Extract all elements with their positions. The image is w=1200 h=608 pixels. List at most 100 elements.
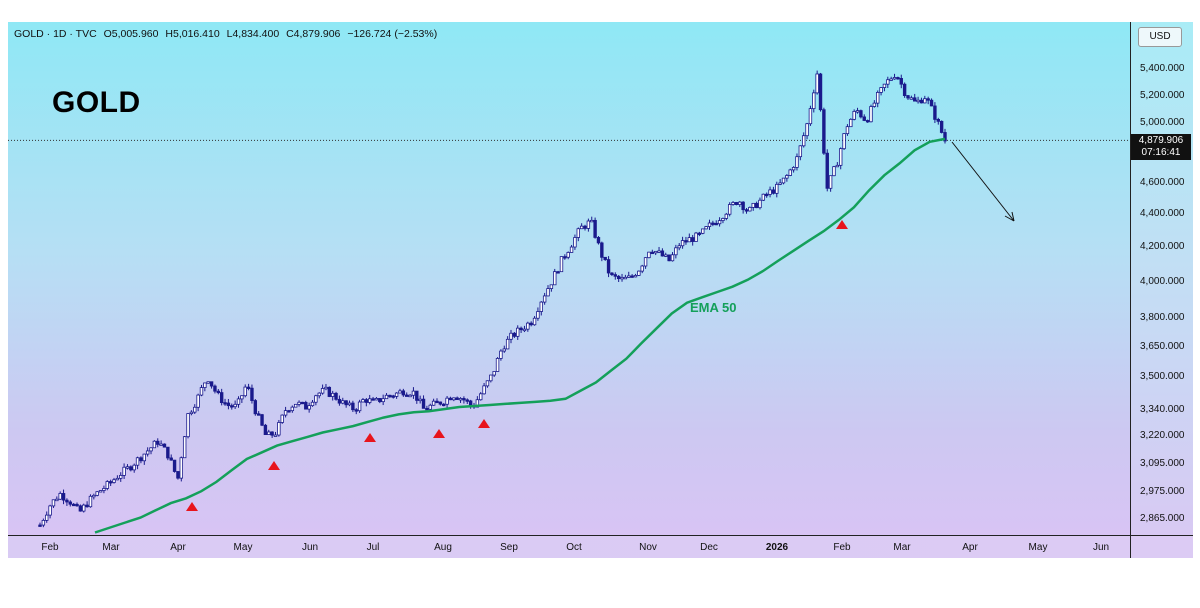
candle-body: [714, 222, 718, 226]
candle-body: [532, 317, 537, 326]
candle-body: [82, 504, 86, 512]
candle-body: [839, 148, 843, 166]
candle-body: [842, 133, 846, 150]
candle-body: [778, 182, 782, 185]
candle-body: [203, 382, 207, 388]
legend-open: O5,005.960: [103, 28, 159, 40]
last-price-tag: 4,879.906 07:16:41: [1131, 134, 1191, 160]
candle-body: [465, 399, 469, 402]
legend-symbol[interactable]: GOLD · 1D · TVC: [14, 28, 97, 40]
candle-body: [438, 401, 443, 405]
currency-selector[interactable]: USD: [1138, 27, 1182, 47]
candle-body: [408, 394, 412, 398]
candle-body: [519, 327, 523, 331]
support-marker-5: [836, 220, 848, 229]
candle-body: [845, 126, 850, 135]
candle-body: [509, 332, 513, 340]
candle-body: [95, 491, 99, 496]
candle-body: [351, 402, 355, 411]
candle-body: [879, 87, 883, 93]
time-scale[interactable]: [8, 535, 1130, 558]
candle-body: [640, 265, 644, 272]
candle-body: [664, 254, 668, 257]
candle-body: [822, 109, 826, 154]
candle-body: [647, 251, 651, 259]
candle-body: [273, 434, 278, 437]
x-tick-label: Dec: [700, 542, 718, 553]
candle-body: [798, 145, 803, 158]
candle-body: [899, 78, 903, 85]
candle-body: [613, 274, 617, 277]
candle-body: [680, 240, 685, 247]
candle-body: [711, 222, 715, 225]
candle-body: [452, 397, 456, 401]
ohlc-legend: GOLD · 1D · TVC O5,005.960 H5,016.410 L4…: [14, 28, 441, 40]
candle-body: [701, 228, 705, 234]
price-scale[interactable]: [1130, 22, 1193, 535]
candle-body: [707, 222, 712, 227]
candle-body: [297, 401, 301, 405]
x-tick-label: Apr: [170, 542, 186, 553]
candle-body: [401, 390, 406, 396]
chart-area[interactable]: [8, 22, 1130, 535]
candle-body: [371, 398, 375, 401]
candle-body: [475, 399, 480, 408]
candle-body: [381, 398, 385, 403]
candle-body: [738, 201, 742, 205]
candle-body: [492, 371, 496, 376]
candle-body: [139, 457, 143, 462]
candle-body: [529, 322, 533, 326]
candle-body: [260, 414, 264, 426]
candle-body: [704, 226, 708, 230]
candle-body: [553, 271, 557, 286]
candle-body: [250, 387, 254, 401]
candle-body: [808, 108, 813, 125]
candle-body: [812, 92, 816, 110]
candle-body: [307, 405, 311, 410]
candle-body: [421, 398, 426, 409]
candle-body: [818, 73, 823, 111]
candle-body: [832, 166, 836, 177]
candle-body: [394, 392, 399, 397]
candle-body: [643, 257, 648, 267]
candle-body: [135, 457, 140, 466]
candle-body: [209, 381, 214, 387]
candle-body: [849, 118, 853, 128]
candle-body: [781, 177, 786, 184]
candle-body: [485, 380, 490, 387]
candle-body: [182, 436, 187, 459]
projection-arrow: [951, 141, 1015, 222]
candle-body: [304, 401, 308, 410]
candle-body: [51, 499, 56, 507]
candle-body: [71, 503, 76, 507]
candle-body: [320, 388, 325, 394]
candle-body: [327, 386, 332, 397]
candle-body: [896, 77, 900, 80]
candle-body: [913, 97, 917, 102]
x-tick-label: Mar: [893, 542, 911, 553]
candle-body: [196, 394, 200, 408]
candle-body: [650, 251, 655, 255]
candle-body: [344, 400, 348, 406]
candle-body: [674, 247, 678, 256]
candle-body: [347, 402, 352, 406]
support-marker-3: [433, 429, 445, 438]
candle-body: [751, 202, 755, 208]
candle-body: [418, 398, 422, 402]
candle-body: [236, 398, 241, 405]
candle-body: [145, 450, 150, 455]
candle-body: [256, 413, 261, 416]
candle-body: [495, 358, 500, 372]
x-tick-label: Apr: [962, 542, 978, 553]
candle-body: [179, 457, 184, 479]
candle-body: [684, 240, 688, 243]
candle-body: [499, 350, 503, 359]
candle-body: [828, 175, 833, 189]
chart-title-annotation: GOLD: [52, 86, 141, 119]
candle-body: [45, 514, 49, 521]
candle-body: [933, 105, 937, 120]
candle-body: [889, 78, 893, 81]
candle-body: [677, 245, 681, 249]
candle-body: [522, 328, 527, 332]
